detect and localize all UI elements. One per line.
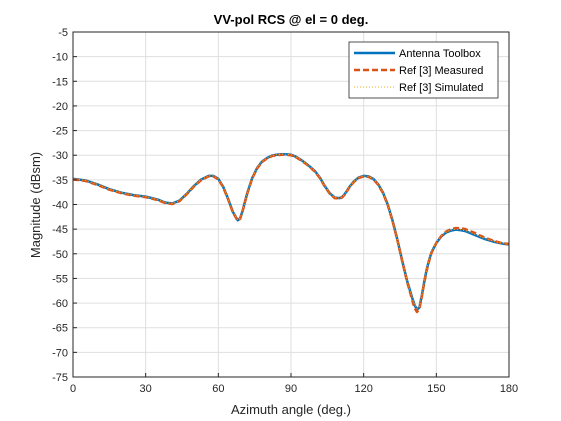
x-tick-label: 150 xyxy=(427,383,445,395)
legend-label-ref3-simulated: Ref [3] Simulated xyxy=(399,82,483,94)
data-lines xyxy=(72,152,510,314)
axis-ticks: 0 30 60 90 120 150 180 -75 -70 -65 -60 -55 -50 -45 -40… xyxy=(52,27,518,395)
x-tick-label: 180 xyxy=(500,383,518,395)
x-tick-label: 90 xyxy=(285,383,297,395)
y-tick-label: -40 xyxy=(52,200,68,212)
y-tick-label: -30 xyxy=(52,150,68,162)
x-tick-label: 0 xyxy=(70,383,76,395)
y-tick-label: -65 xyxy=(52,323,68,335)
y-tick-label: -60 xyxy=(52,298,68,310)
y-tick-label: -50 xyxy=(52,249,68,261)
legend-label-antenna-toolbox: Antenna Toolbox xyxy=(399,48,481,60)
y-tick-label: -75 xyxy=(52,372,68,384)
x-tick-label: 120 xyxy=(354,383,372,395)
series-line-ref3-simulated xyxy=(72,153,510,309)
y-axis-title: Magnitude (dBsm) xyxy=(28,152,43,258)
y-tick-label: -25 xyxy=(52,126,68,138)
x-tick-label: 30 xyxy=(140,383,152,395)
y-tick-label: -20 xyxy=(52,101,68,113)
y-tick-label: -15 xyxy=(52,76,68,88)
y-tick-label: -55 xyxy=(52,273,68,285)
y-tick-label: -45 xyxy=(52,224,68,236)
y-tick-label: -10 xyxy=(52,52,68,64)
x-axis-title: Azimuth angle (deg.) xyxy=(231,402,351,417)
legend-label-ref3-measured: Ref [3] Measured xyxy=(399,65,483,77)
legend: Antenna Toolbox Ref [3] Measured Ref [3]… xyxy=(348,41,499,99)
y-tick-label: -5 xyxy=(58,27,68,39)
y-tick-label: -70 xyxy=(52,347,68,359)
x-tick-label: 60 xyxy=(212,383,224,395)
y-tick-label: -35 xyxy=(52,175,68,187)
chart-title: VV-pol RCS @ el = 0 deg. xyxy=(214,12,369,27)
